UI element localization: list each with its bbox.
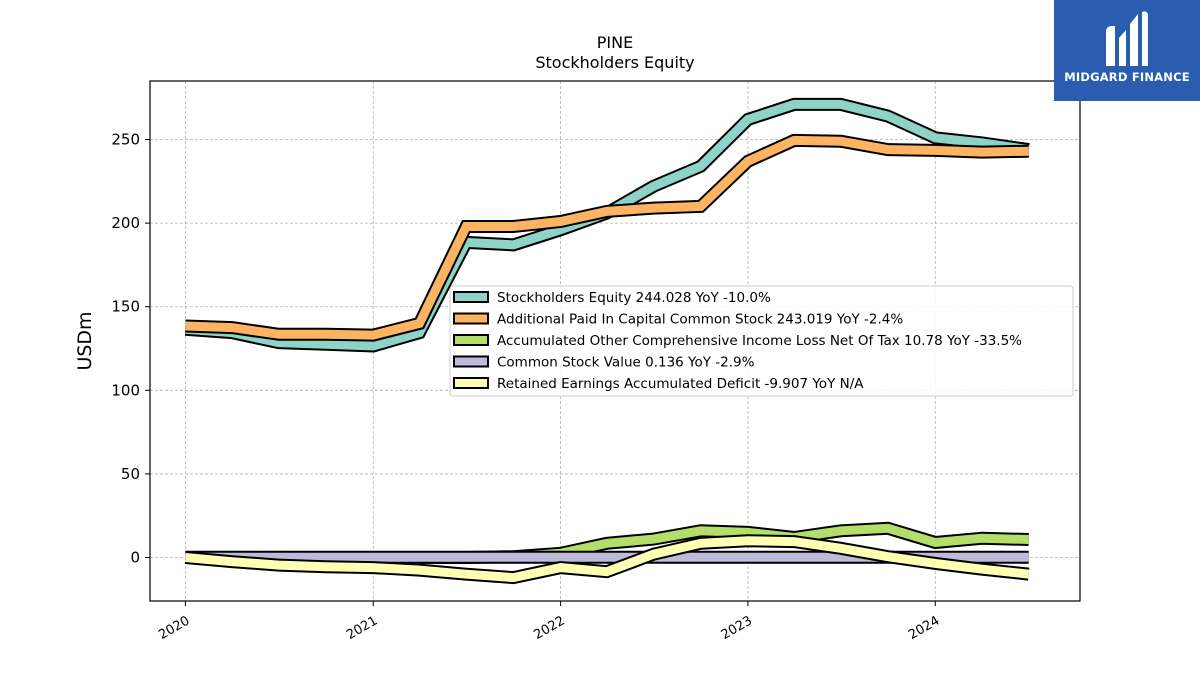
- x-axis-ticks: 2020 2021 2022 2023 2024: [156, 601, 942, 643]
- legend-entry: Common Stock Value 0.136 YoY -2.9%: [497, 355, 755, 371]
- y-tick-label: 200: [111, 214, 140, 232]
- series-line-5: [184, 534, 1030, 585]
- legend-entry: Accumulated Other Comprehensive Income L…: [497, 333, 1022, 349]
- x-tick-label: 2021: [344, 613, 380, 643]
- y-axis-label: USDm: [74, 311, 96, 370]
- legend-entry: Stockholders Equity 244.028 YoY -10.0%: [497, 290, 771, 306]
- y-axis-ticks: 0 50 100 150 200 250: [111, 131, 150, 567]
- legend-swatch: [453, 355, 489, 368]
- y-tick-label: 0: [130, 549, 140, 567]
- legend-swatch: [453, 312, 489, 325]
- y-tick-label: 50: [121, 465, 140, 483]
- y-tick-label: 250: [111, 131, 140, 149]
- x-tick-label: 2020: [156, 613, 192, 643]
- series-line-2: [185, 133, 1029, 342]
- legend-swatch: [453, 377, 489, 389]
- legend-swatch: [453, 334, 489, 346]
- midgard-m-logo-icon: [1106, 11, 1148, 67]
- legend-entry: Additional Paid In Capital Common Stock …: [497, 312, 903, 328]
- legend-swatch: [453, 291, 489, 303]
- y-tick-label: 150: [111, 298, 140, 316]
- chart-subtitle: Stockholders Equity: [535, 53, 694, 72]
- legend-box: [449, 285, 1074, 397]
- legend-entry: Retained Earnings Accumulated Deficit -9…: [497, 376, 864, 392]
- brand-name: MIDGARD FINANCE: [1064, 70, 1190, 84]
- chart-title: PINE: [597, 33, 633, 52]
- x-tick-label: 2022: [531, 613, 567, 643]
- x-tick-label: 2023: [719, 613, 755, 643]
- plot-frame: [149, 80, 1081, 602]
- legend: Stockholders Equity 244.028 YoY -10.0% Ad…: [449, 285, 1074, 397]
- series-lines: [184, 97, 1030, 585]
- y-tick-label: 100: [111, 381, 140, 399]
- brand-logo: MIDGARD FINANCE: [1054, 0, 1200, 101]
- x-tick-label: 2024: [906, 613, 942, 643]
